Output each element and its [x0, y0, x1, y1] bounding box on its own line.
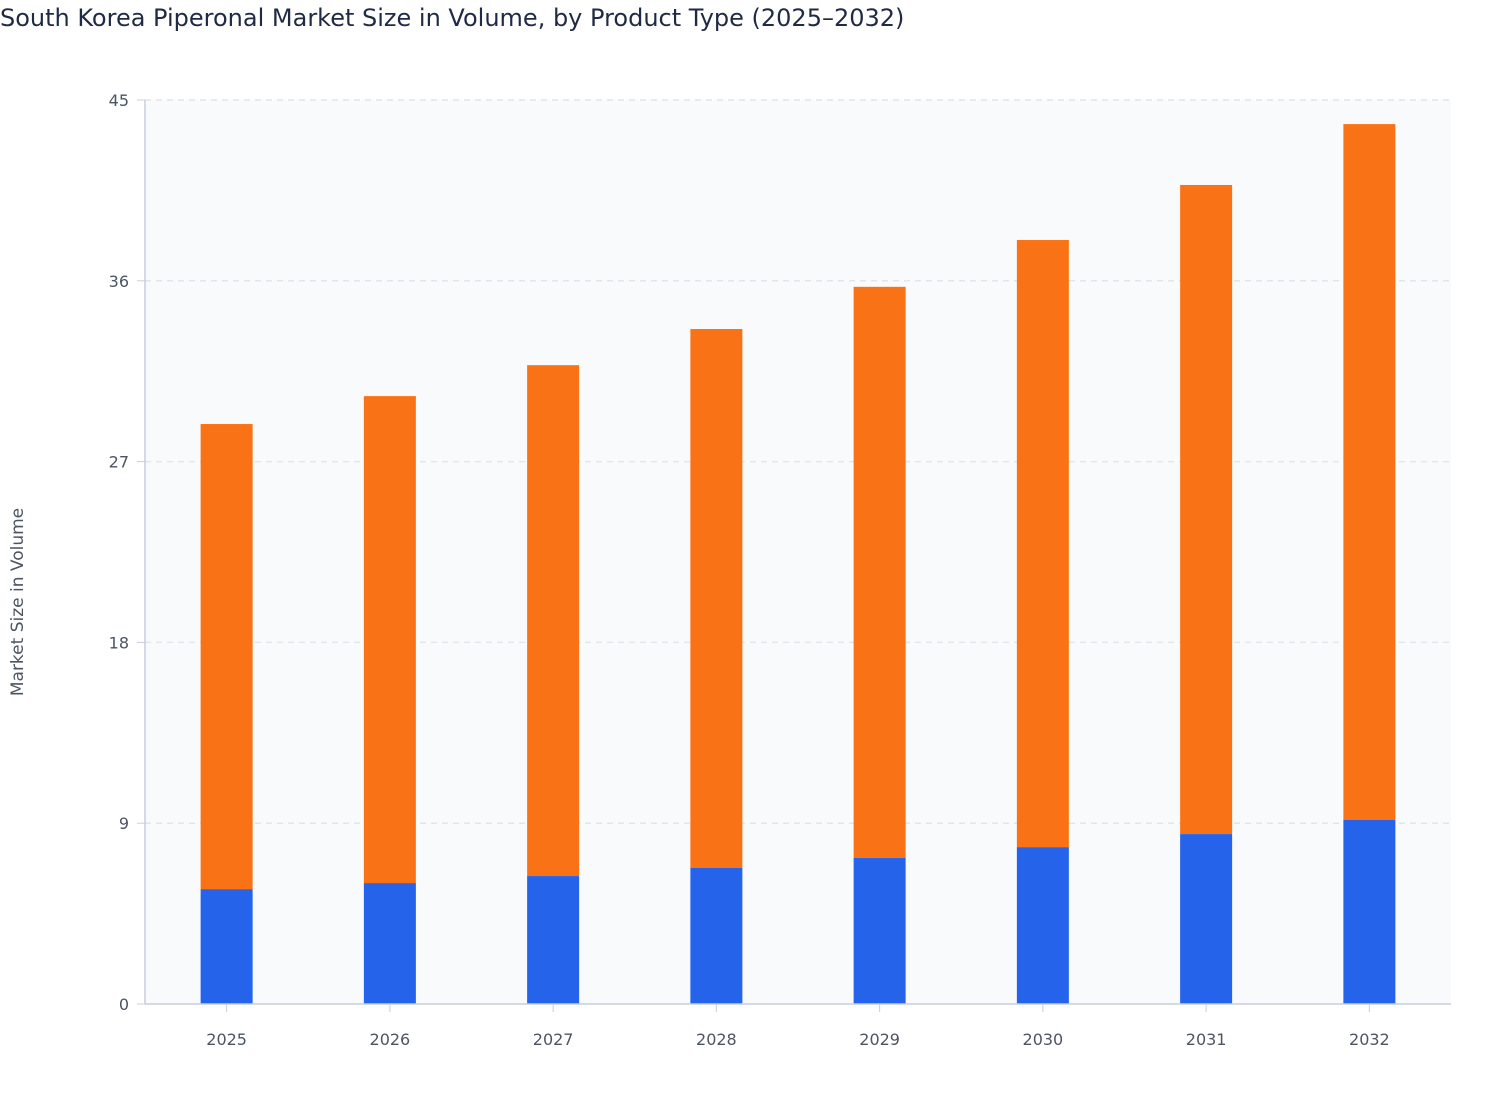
- y-tick-label: 27: [109, 453, 129, 472]
- y-tick-label: 36: [109, 272, 129, 291]
- y-tick-label: 0: [119, 995, 129, 1014]
- x-tick-label: 2032: [1349, 1030, 1390, 1049]
- y-axis-title: Market Size in Volume: [8, 508, 28, 696]
- bar-segment-2031-0: [1180, 834, 1233, 1004]
- bar-segment-2026-0: [363, 883, 416, 1004]
- bar-segment-2029-0: [853, 857, 906, 1004]
- bar-segment-2030-1: [1016, 240, 1069, 848]
- bar-segment-2026-1: [363, 396, 416, 884]
- bar-segment-2029-1: [853, 286, 906, 858]
- bar-segment-2025-1: [200, 424, 253, 890]
- y-tick-label: 18: [109, 633, 129, 652]
- y-tick-label: 9: [119, 814, 129, 833]
- plot-area: [145, 100, 1451, 1004]
- x-tick-label: 2029: [859, 1030, 900, 1049]
- bar-segment-2027-0: [527, 876, 580, 1004]
- x-tick-label: 2027: [533, 1030, 574, 1049]
- x-tick-label: 2026: [370, 1030, 411, 1049]
- bar-segment-2028-1: [690, 329, 743, 868]
- x-tick-label: 2025: [206, 1030, 247, 1049]
- bar-segment-2030-0: [1016, 847, 1069, 1004]
- bar-segment-2032-0: [1343, 819, 1396, 1004]
- bar-segment-2032-1: [1343, 124, 1396, 820]
- bar-segment-2025-0: [200, 889, 253, 1004]
- bar-segment-2031-1: [1180, 184, 1233, 835]
- chart-title: South Korea Piperonal Market Size in Vol…: [0, 4, 905, 32]
- x-tick-label: 2031: [1186, 1030, 1227, 1049]
- bar-segment-2028-0: [690, 867, 743, 1004]
- y-tick-label: 45: [109, 91, 129, 110]
- x-tick-label: 2030: [1023, 1030, 1064, 1049]
- bar-segment-2027-1: [527, 365, 580, 877]
- x-tick-label: 2028: [696, 1030, 737, 1049]
